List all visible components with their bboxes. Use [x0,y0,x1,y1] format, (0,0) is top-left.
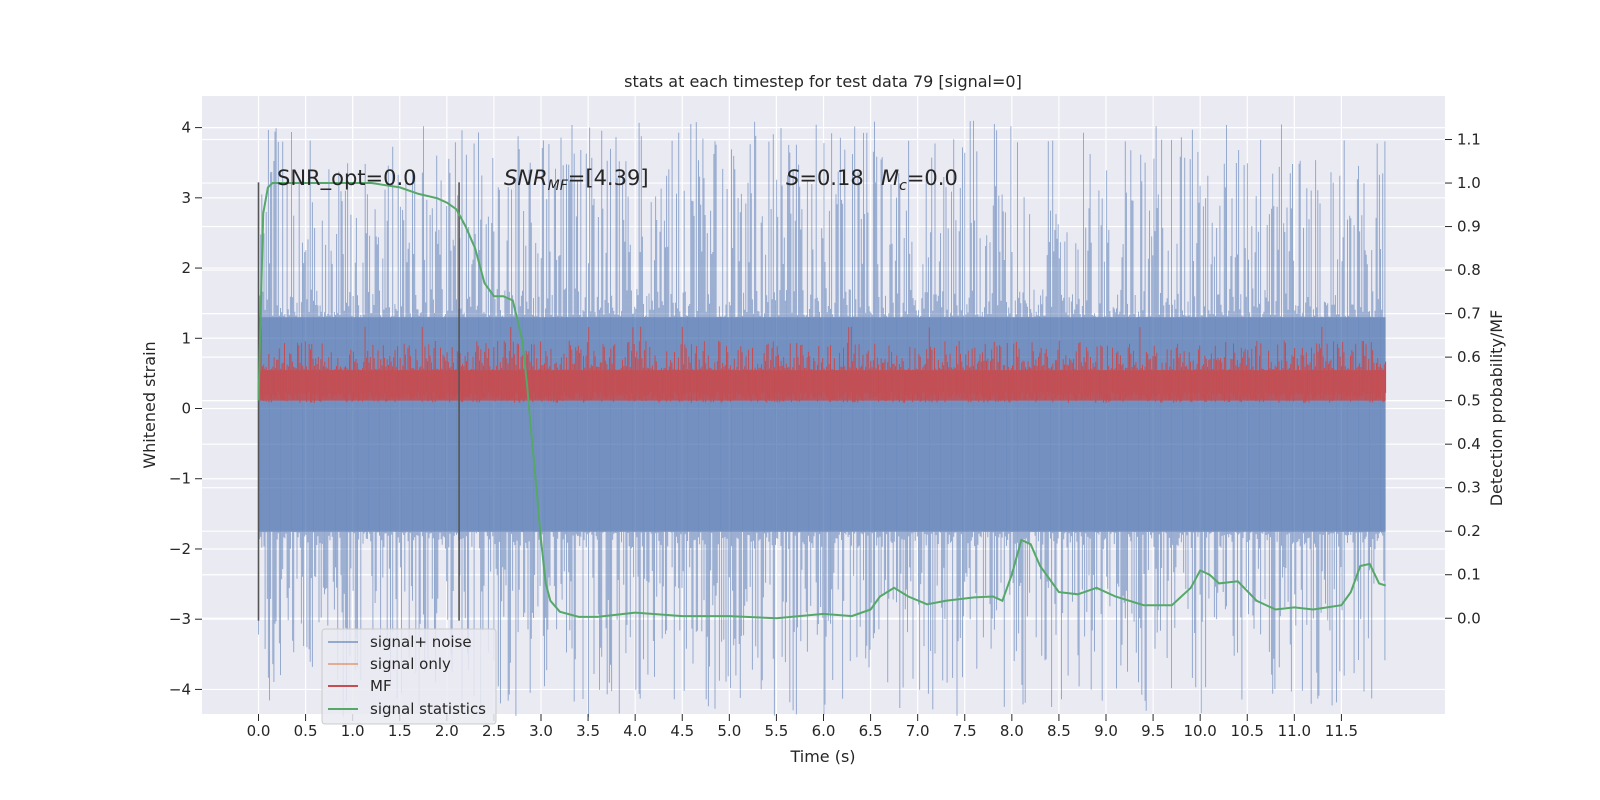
legend-label-signal-statistics: signal statistics [370,700,486,718]
y2-tick-label: 0.0 [1457,609,1481,627]
annotation-mc: Mc=0.0 [881,166,958,194]
x-tick-label: 10.0 [1183,722,1216,740]
legend-label-signal-noise: signal+ noise [370,633,472,651]
x-axis-label: Time (s) [789,747,855,766]
x-tick-label: 9.0 [1094,722,1118,740]
mf-series [258,326,1387,403]
x-tick-label: 9.5 [1141,722,1165,740]
y2-tick-label: 1.1 [1457,131,1481,149]
y-tick-label: 0 [181,400,191,418]
chart-title: stats at each timestep for test data 79 … [624,72,1022,91]
annotation-mc-sub: c [899,178,907,194]
x-tick-label: 8.0 [1000,722,1024,740]
x-tick-label: 0.5 [294,722,318,740]
signal-noise-series [258,120,1386,718]
y-tick-label: 2 [181,259,191,277]
annotation-snr-mf-base: SNR [504,166,548,190]
y-tick-label: 1 [181,329,191,347]
y-tick-label: −4 [169,680,191,698]
legend-label-mf: MF [370,677,392,695]
x-tick-label: 0.0 [247,722,271,740]
annotation-s: S=0.18 [786,166,864,190]
y2-axis-label: Detection probability/MF [1487,310,1506,507]
annotation-snr-opt: SNR_opt=0.0 [277,166,417,191]
annotation-snr-mf-sub: MF [548,178,569,194]
y2-tick-label: 0.6 [1457,348,1481,366]
legend: signal+ noise signal only MF signal stat… [321,628,497,725]
x-tick-label: 7.0 [906,722,930,740]
x-tick-label: 8.5 [1047,722,1071,740]
x-tick-label: 7.5 [953,722,977,740]
signal-statistics-line [257,182,1387,620]
y-tick-label: −2 [169,540,191,558]
annotation-snr-mf: SNRMF=[4.39] [504,166,649,194]
y2-tick-label: 0.9 [1457,218,1481,236]
x-tick-label: 11.0 [1278,722,1311,740]
x-tick-label: 5.5 [764,722,788,740]
annotation-s-value: =0.18 [799,166,863,190]
x-tick-label: 4.5 [670,722,694,740]
x-tick-label: 1.5 [388,722,412,740]
annotation-snr-mf-value: =[4.39] [568,166,649,190]
x-tick-label: 11.5 [1325,722,1358,740]
y2-tick-label: 0.1 [1457,566,1481,584]
y-tick-label: 3 [181,189,191,207]
y-tick-label: −3 [169,610,191,628]
x-tick-label: 5.0 [717,722,741,740]
legend-label-signal-only: signal only [370,655,451,673]
y2-tick-label: 0.4 [1457,435,1481,453]
x-tick-label: 10.5 [1231,722,1264,740]
y-axis-label: Whitened strain [140,341,159,468]
x-tick-label: 3.0 [529,722,553,740]
mf-band [258,370,1386,401]
x-tick-label: 2.5 [482,722,506,740]
y2-tick-label: 1.0 [1457,174,1481,192]
y2-tick-label: 0.8 [1457,261,1481,279]
y-tick-label: −1 [169,470,191,488]
legend-box [321,628,497,725]
y-tick-label: 4 [181,119,191,137]
annotation-mc-value: =0.0 [907,166,958,190]
y2-tick-label: 0.5 [1457,392,1481,410]
x-tick-label: 6.0 [812,722,836,740]
y2-tick-label: 0.2 [1457,522,1481,540]
x-tick-label: 6.5 [859,722,883,740]
x-tick-label: 1.0 [341,722,365,740]
x-tick-label: 3.5 [576,722,600,740]
x-tick-label: 4.0 [623,722,647,740]
y2-tick-label: 0.3 [1457,479,1481,497]
annotation-mc-base: M [881,166,899,190]
annotation-s-label: S [786,166,799,190]
x-tick-label: 2.0 [435,722,459,740]
y2-tick-label: 0.7 [1457,305,1481,323]
